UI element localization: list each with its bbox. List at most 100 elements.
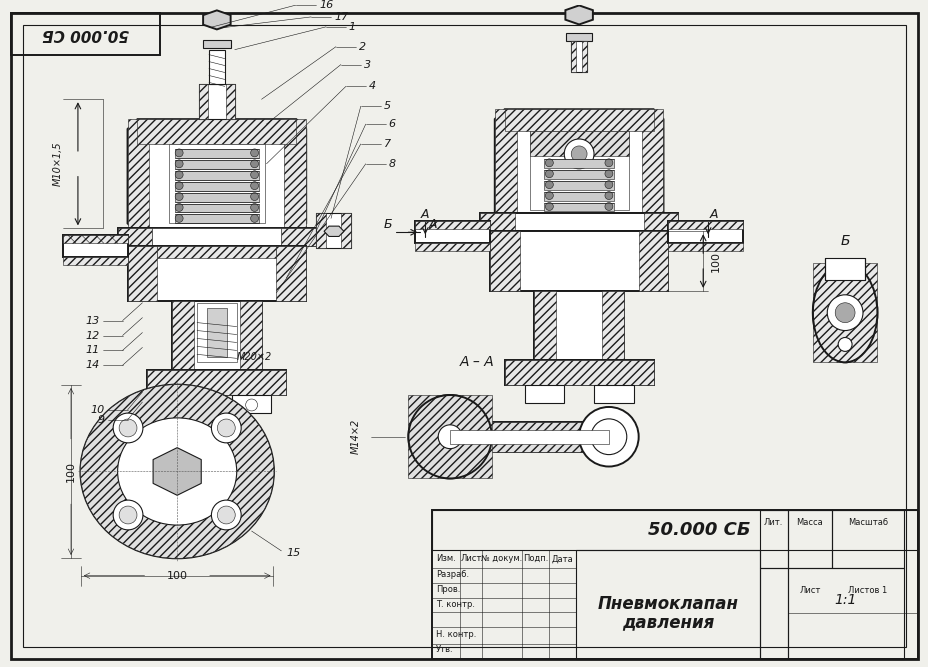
Text: 2: 2 [358,41,366,51]
Text: 4: 4 [368,81,376,91]
Text: 1: 1 [349,22,355,32]
Bar [544,181,613,189]
Text: 13: 13 [85,315,99,325]
Bar [152,228,281,246]
Circle shape [604,170,612,177]
Circle shape [212,500,241,530]
Bar [63,257,127,265]
Text: Дата: Дата [551,554,573,564]
Text: Изм.: Изм. [436,554,456,564]
Bar [601,291,623,360]
Circle shape [545,191,553,199]
Bar [450,422,608,452]
Circle shape [826,295,862,331]
Circle shape [212,413,241,443]
Polygon shape [127,119,306,233]
Bar [668,221,742,243]
Bar [207,307,226,358]
Bar [169,144,264,223]
Text: Утв.: Утв. [436,644,454,654]
Text: 11: 11 [85,346,99,356]
Text: 100: 100 [710,251,720,271]
Bar [759,568,787,659]
Text: А: А [420,208,429,221]
Circle shape [251,193,258,201]
Circle shape [175,171,183,179]
Bar [450,422,608,452]
Circle shape [604,203,612,211]
Bar [529,131,628,156]
Bar [544,170,613,179]
Circle shape [604,181,612,189]
Text: 14: 14 [85,360,99,370]
Bar [668,243,742,251]
Text: Н. контр.: Н. контр. [436,630,476,639]
Bar [668,221,742,229]
Text: 1:1: 1:1 [833,592,856,606]
Circle shape [175,203,183,211]
Circle shape [113,413,143,443]
Circle shape [578,407,638,466]
Circle shape [251,181,258,189]
Bar [175,171,258,179]
Bar [813,263,876,362]
Text: 50.000 СБ: 50.000 СБ [43,26,129,41]
Bar [571,41,586,73]
Bar [534,291,556,360]
Circle shape [251,214,258,222]
Bar [239,301,262,370]
Bar [534,291,623,360]
Bar [118,228,152,246]
Bar [432,510,917,659]
Bar [175,149,258,158]
Text: Т. контр.: Т. контр. [436,600,475,609]
Text: Лит.: Лит. [763,518,782,526]
Bar [284,119,306,233]
Text: 3: 3 [364,59,370,69]
Text: 100: 100 [66,461,76,482]
Text: Масштаб: Масштаб [847,518,887,526]
Circle shape [245,399,257,411]
Circle shape [175,149,183,157]
Text: Пров.: Пров. [436,585,460,594]
Bar [415,221,489,243]
Text: № докум.: № докум. [481,554,522,564]
Bar [544,191,613,201]
Bar [281,228,316,246]
Text: А: А [429,218,437,231]
Text: 6: 6 [388,119,395,129]
Bar [127,246,157,301]
Ellipse shape [81,385,274,558]
Bar [759,510,787,568]
Bar [316,213,326,248]
Circle shape [408,395,491,478]
Bar [197,303,237,362]
Text: 100: 100 [166,571,187,581]
Bar [415,221,489,229]
Bar [643,213,677,231]
Bar [544,159,613,168]
Text: 17: 17 [334,12,348,22]
Text: А – А: А – А [459,356,495,370]
Bar [231,395,271,413]
Polygon shape [153,448,201,496]
Text: 50.000 СБ: 50.000 СБ [647,521,750,539]
Bar [787,510,831,568]
Text: Б: Б [840,234,849,248]
Polygon shape [203,11,230,29]
Bar [495,109,516,213]
Circle shape [604,159,612,167]
Circle shape [545,203,553,211]
Circle shape [119,506,136,524]
Text: 8: 8 [388,159,395,169]
Bar [175,214,258,223]
Text: 7: 7 [383,139,391,149]
Circle shape [175,193,183,201]
Bar [63,235,127,257]
Text: 9: 9 [97,415,105,425]
Bar [408,395,491,478]
Bar [582,41,586,73]
Bar [504,109,653,131]
Circle shape [604,191,612,199]
Ellipse shape [812,263,876,362]
